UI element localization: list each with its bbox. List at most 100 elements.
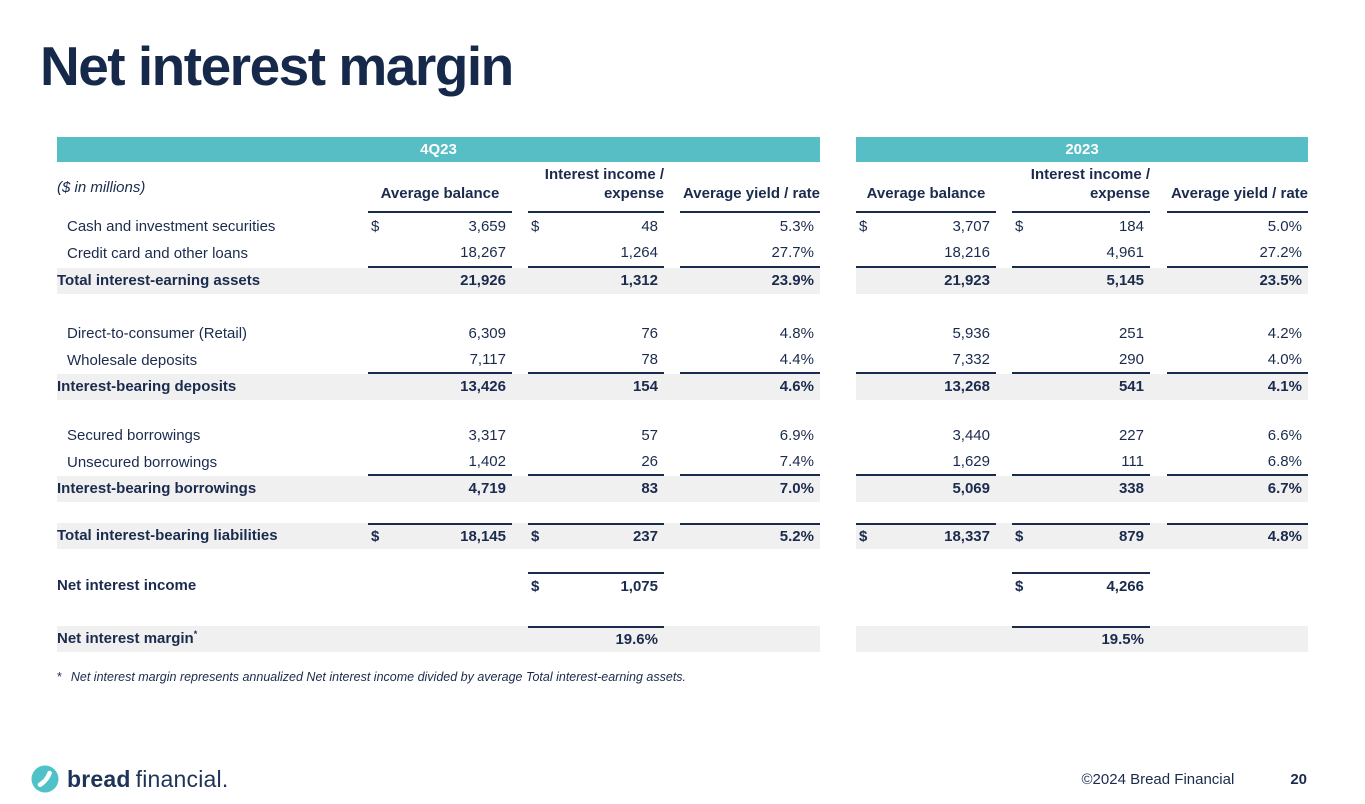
cell-fy-yield: 6.6% xyxy=(1267,426,1302,444)
cell-q4-balance: 6,309 xyxy=(468,324,506,342)
table-row-direct-to-consumer-retail: Direct-to-consumer (Retail) 6,309 76 4.8… xyxy=(57,320,1308,347)
row-highlight xyxy=(57,625,820,652)
row-label: Interest-bearing deposits xyxy=(57,378,237,395)
cell-q4-yield: 4.8% xyxy=(779,324,814,342)
table-column-header-row: ($ in millions) Average balance Interest… xyxy=(57,162,1308,213)
period-header-2023: 2023 xyxy=(856,136,1308,162)
cell-q4-balance: 3,317 xyxy=(468,426,506,444)
cell-fy-income: 227 xyxy=(1118,426,1144,444)
cell-fy-balance: 18,216 xyxy=(856,240,996,268)
cell-fy-income: 251 xyxy=(1118,324,1144,342)
row-label: Total interest-earning assets xyxy=(57,272,261,289)
cell-fy-yield: 6.7% xyxy=(1267,480,1302,497)
cell-q4-net-interest-margin: 19.6% xyxy=(528,625,664,652)
cell-fy-income: $879 xyxy=(1012,522,1150,549)
cell-fy-income: 338 xyxy=(1118,480,1144,497)
footnote-text: Net interest margin represents annualize… xyxy=(70,669,687,684)
cell-q4-income: 57 xyxy=(641,426,658,444)
row-label: Unsecured borrowings xyxy=(67,453,218,471)
spacer xyxy=(57,294,1308,320)
cell-fy-balance: $3,707 xyxy=(859,217,990,235)
row-highlight xyxy=(856,267,1308,294)
row-highlight xyxy=(57,267,820,294)
cell-fy-balance: 13,268 xyxy=(944,378,990,395)
row-highlight xyxy=(57,373,820,400)
spacer xyxy=(57,600,1308,626)
col-header-q4-average-yield-rate: Average yield / rate xyxy=(680,162,820,213)
cell-fy-balance: 5,936 xyxy=(952,324,990,342)
table-row-interest-bearing-deposits: Interest-bearing deposits 13,426 154 4.6… xyxy=(57,373,1308,400)
cell-q4-income: 26 xyxy=(528,449,664,476)
cell-fy-yield: 4.8% xyxy=(1167,522,1308,549)
table-row-total-interest-bearing-liabilities: Total interest-bearing liabilities $18,1… xyxy=(57,522,1308,549)
cell-q4-balance: 13,426 xyxy=(460,378,506,395)
bread-financial-logo: bread financial. xyxy=(31,765,228,793)
cell-q4-yield: 4.6% xyxy=(779,378,814,395)
table-row-cash-and-investment-securities: Cash and investment securities $3,659 $4… xyxy=(57,213,1308,240)
row-label: Direct-to-consumer (Retail) xyxy=(67,324,248,342)
table-period-header-row: 4Q23 2023 xyxy=(57,136,1308,162)
row-label: Net interest income xyxy=(57,577,197,594)
table-row-unsecured-borrowings: Unsecured borrowings 1,402 26 7.4% 1,629… xyxy=(57,449,1308,476)
cell-q4-income: $48 xyxy=(531,217,658,235)
spacer xyxy=(57,400,1308,422)
row-label: Net interest margin* xyxy=(57,629,198,648)
cell-fy-balance: 3,440 xyxy=(952,426,990,444)
table-row-total-interest-earning-assets: Total interest-earning assets 21,926 1,3… xyxy=(57,267,1308,294)
footnote: * Net interest margin represents annualiz… xyxy=(57,670,1365,684)
cell-q4-balance: $18,145 xyxy=(368,522,512,549)
row-highlight xyxy=(57,522,820,549)
cell-q4-balance: 1,402 xyxy=(368,449,512,476)
page-number: 20 xyxy=(1290,770,1307,788)
cell-q4-balance: 18,267 xyxy=(368,240,512,268)
cell-q4-yield: 5.2% xyxy=(680,522,820,549)
copyright-text: ©2024 Bread Financial xyxy=(1081,770,1235,788)
cell-q4-income: 83 xyxy=(641,480,658,497)
cell-q4-yield: 27.7% xyxy=(680,240,820,268)
col-header-fy-average-balance: Average balance xyxy=(856,162,996,213)
table-row-secured-borrowings: Secured borrowings 3,317 57 6.9% 3,440 2… xyxy=(57,422,1308,449)
cell-fy-yield: 27.2% xyxy=(1167,240,1308,268)
spacer xyxy=(57,502,1308,523)
cell-fy-income: 541 xyxy=(1118,378,1144,395)
row-label: Credit card and other loans xyxy=(67,245,248,262)
cell-fy-yield: 4.0% xyxy=(1167,347,1308,374)
col-header-q4-interest-income-expense: Interest income / expense xyxy=(528,162,664,213)
cell-q4-balance: $3,659 xyxy=(371,217,506,235)
row-highlight xyxy=(856,522,1308,549)
col-header-q4-average-balance: Average balance xyxy=(368,162,512,213)
row-label: Cash and investment securities xyxy=(67,217,276,235)
cell-fy-yield: 4.1% xyxy=(1267,378,1302,395)
row-highlight xyxy=(856,373,1308,400)
bread-financial-logo-icon xyxy=(31,765,59,793)
spacer xyxy=(57,549,1308,572)
cell-fy-balance: 21,923 xyxy=(944,272,990,289)
cell-q4-yield: 5.3% xyxy=(779,217,814,235)
col-header-fy-interest-income-expense: Interest income / expense xyxy=(1012,162,1150,213)
footer-right: ©2024 Bread Financial 20 xyxy=(1082,771,1308,788)
cell-q4-income: $1,075 xyxy=(528,571,664,600)
cell-fy-yield: 23.5% xyxy=(1259,272,1302,289)
cell-fy-yield: 4.2% xyxy=(1267,324,1302,342)
cell-q4-balance: 4,719 xyxy=(468,480,506,497)
net-interest-margin-table: 4Q23 2023 ($ in millions) Average balanc… xyxy=(57,136,1308,652)
cell-fy-balance: $18,337 xyxy=(856,522,996,549)
units-label: ($ in millions) xyxy=(57,178,146,196)
row-highlight xyxy=(856,475,1308,502)
cell-fy-income: 111 xyxy=(1012,449,1150,476)
cell-fy-income: 5,145 xyxy=(1106,272,1144,289)
row-highlight xyxy=(856,625,1308,652)
row-label: Secured borrowings xyxy=(67,426,201,444)
table-row-wholesale-deposits: Wholesale deposits 7,117 78 4.4% 7,332 2… xyxy=(57,347,1308,374)
cell-fy-yield: 5.0% xyxy=(1267,217,1302,235)
cell-fy-yield: 6.8% xyxy=(1167,449,1308,476)
table-row-net-interest-income: Net interest income $1,075 $4,266 xyxy=(57,571,1308,600)
cell-q4-balance: 21,926 xyxy=(460,272,506,289)
cell-fy-balance: 1,629 xyxy=(856,449,996,476)
page-title: Net interest margin xyxy=(40,35,514,97)
cell-q4-yield: 7.4% xyxy=(680,449,820,476)
cell-q4-balance: 7,117 xyxy=(368,347,512,374)
cell-q4-income: 154 xyxy=(632,378,658,395)
period-header-4q23: 4Q23 xyxy=(57,136,820,162)
cell-fy-income: $184 xyxy=(1015,217,1144,235)
